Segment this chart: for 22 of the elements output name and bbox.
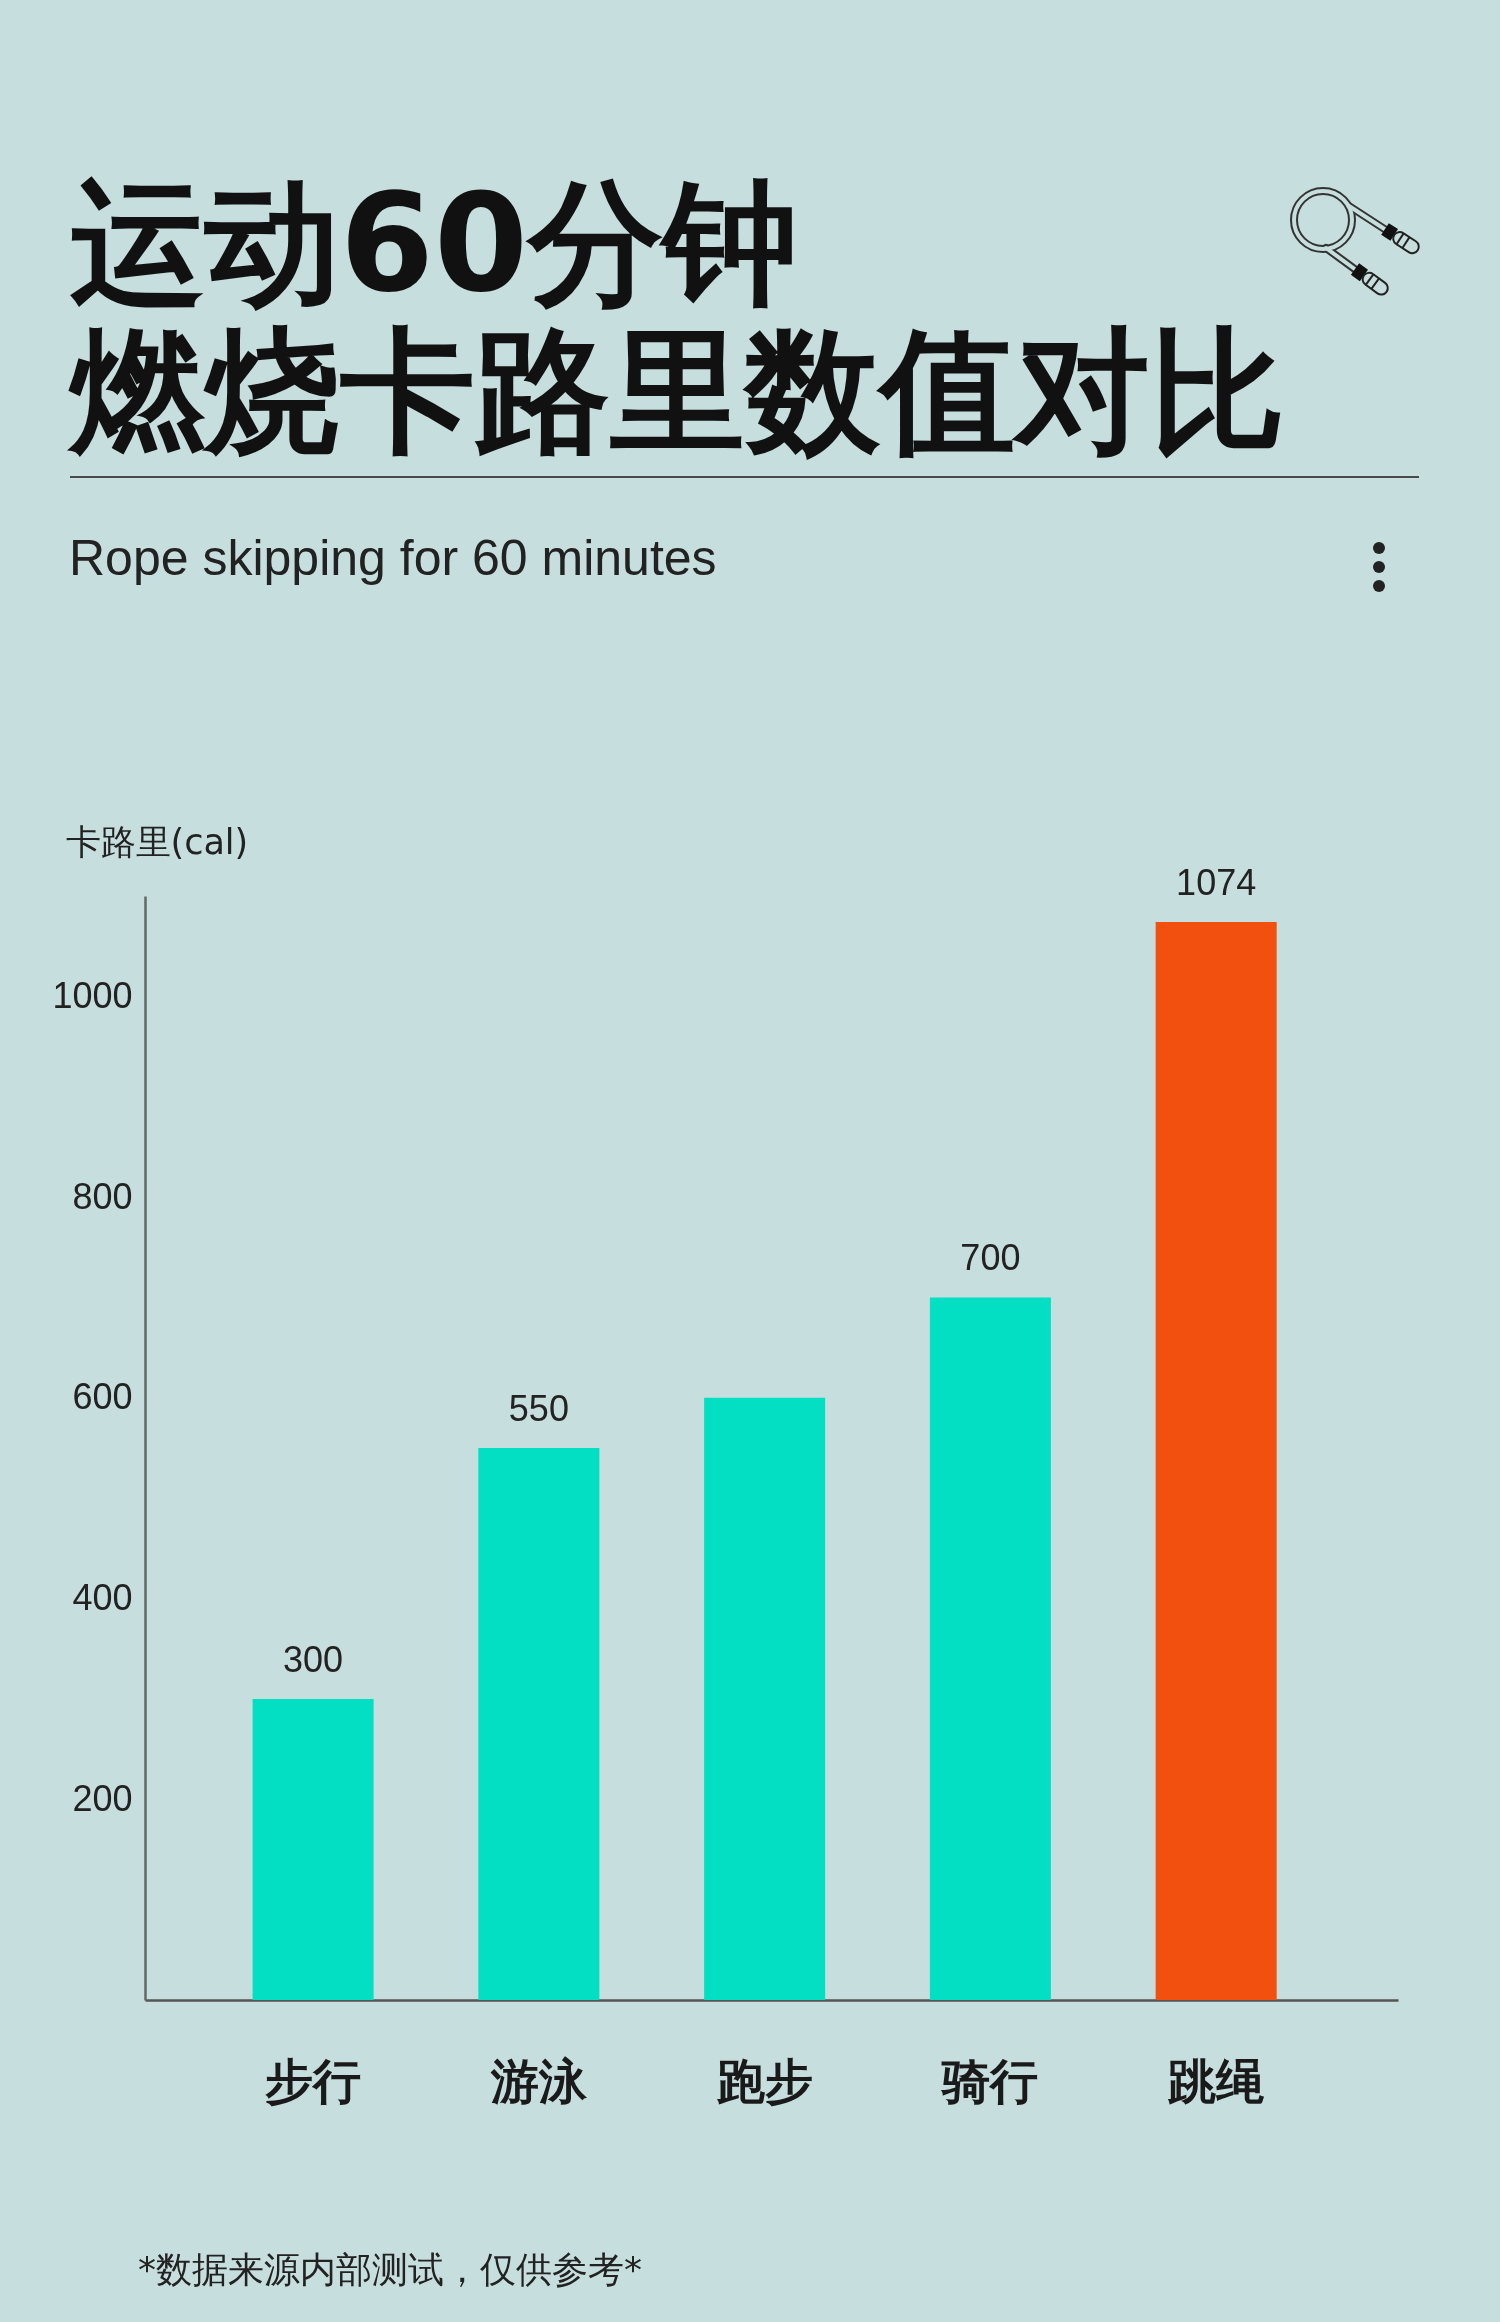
x-tick-label: 骑行 xyxy=(940,2052,1039,2109)
bar xyxy=(704,1397,826,2000)
data-label: 1074 xyxy=(1176,862,1257,904)
chart-subtitle: Rope skipping for 60 minutes xyxy=(69,529,717,588)
x-tick-label: 跳绳 xyxy=(1167,2052,1266,2109)
x-tick-label: 步行 xyxy=(265,2052,362,2109)
x-tick-label: 游泳 xyxy=(489,2052,588,2109)
bar xyxy=(252,1698,374,2000)
y-tick-label: 800 xyxy=(72,1175,133,1217)
text: *数据来源内部测试，仅供参考* xyxy=(138,2248,642,2292)
data-label: 300 xyxy=(283,1638,344,1680)
data-label: 550 xyxy=(508,1388,569,1429)
bar xyxy=(1155,922,1277,2000)
y-tick-label: 1000 xyxy=(52,974,133,1016)
bar xyxy=(478,1448,600,2000)
y-tick-label: 600 xyxy=(72,1376,133,1418)
bar xyxy=(929,1297,1051,2000)
data-label: 700 xyxy=(960,1237,1021,1279)
y-tick-label: 200 xyxy=(72,1777,133,1819)
x-tick-label: 跑步 xyxy=(715,2052,813,2109)
y-axis-title: 卡路里(cal) xyxy=(65,821,249,862)
y-tick-label: 400 xyxy=(72,1577,133,1619)
